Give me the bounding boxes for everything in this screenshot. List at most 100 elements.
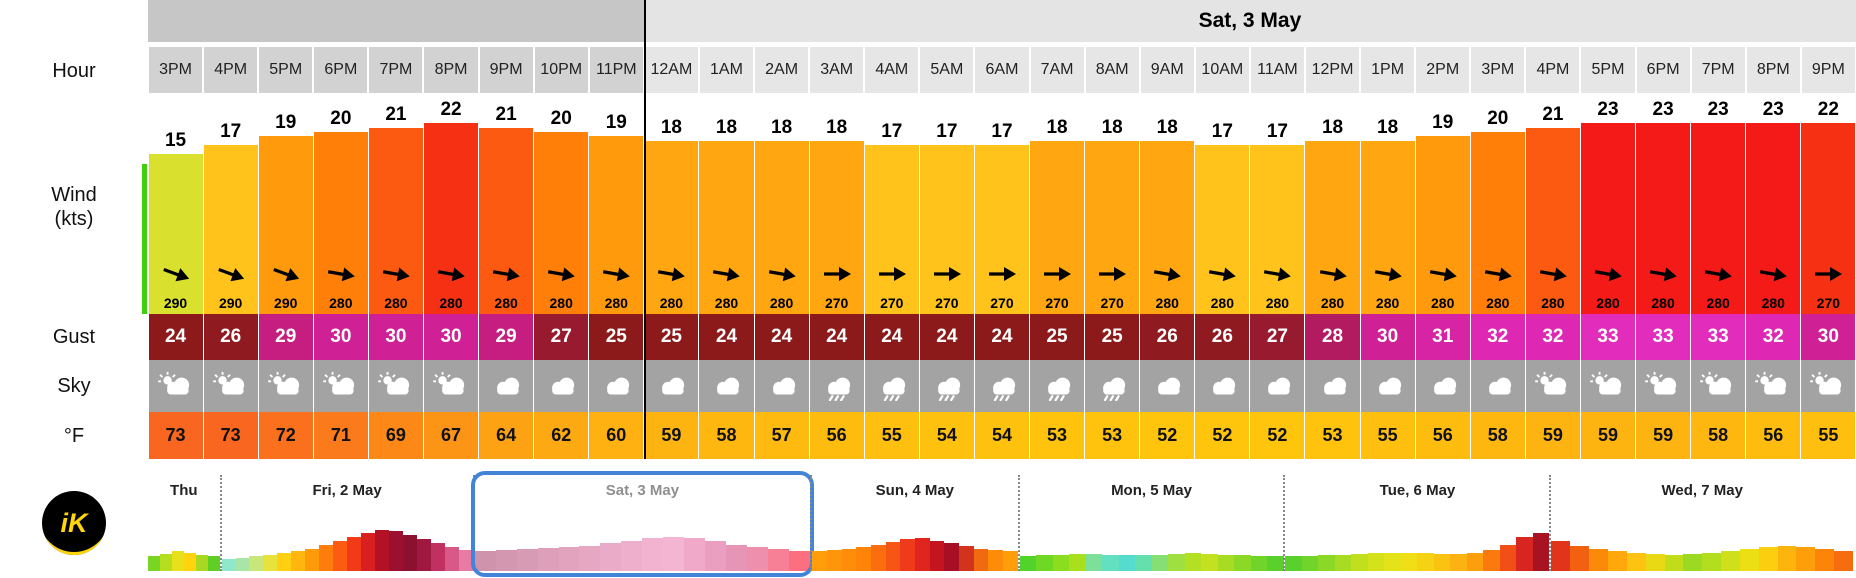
wind-direction-arrow bbox=[1703, 265, 1733, 283]
mini-chart-bar bbox=[914, 538, 930, 571]
mini-chart-bar bbox=[319, 544, 334, 571]
mini-chart-bar bbox=[1069, 553, 1086, 571]
wind-direction-value: 280 bbox=[329, 295, 353, 311]
wind-direction-arrow bbox=[1152, 265, 1182, 283]
mini-chart-bar bbox=[1758, 547, 1778, 571]
mini-chart-bar bbox=[621, 540, 643, 571]
wind-direction-arrow bbox=[601, 265, 631, 283]
wind-direction-value: 280 bbox=[1761, 295, 1785, 311]
day-segment-sun[interactable]: Sun, 4 May bbox=[810, 475, 1018, 571]
wind-direction-value: 280 bbox=[384, 295, 408, 311]
mini-chart-bar bbox=[171, 551, 184, 571]
day-segment-sat[interactable]: Sat, 3 May bbox=[470, 471, 815, 577]
mini-chart-bar bbox=[474, 551, 496, 571]
temperature-cell: 73 bbox=[203, 412, 258, 459]
hour-cell: 3PM bbox=[149, 47, 203, 93]
wind-bar: 280 bbox=[1140, 141, 1195, 314]
cloudy-sky-icon bbox=[589, 360, 644, 412]
gust-cell: 32 bbox=[1746, 314, 1801, 360]
rain-sky-icon bbox=[919, 360, 974, 412]
ikitesurf-logo[interactable]: iK bbox=[42, 491, 106, 555]
gust-cell: 26 bbox=[1195, 314, 1250, 360]
mini-chart-bar bbox=[726, 544, 748, 571]
wind-direction-arrow bbox=[1042, 265, 1072, 283]
wind-bar: 280 bbox=[479, 128, 534, 314]
day-segment-mon[interactable]: Mon, 5 May bbox=[1017, 475, 1284, 571]
wind-column: 18 280 bbox=[699, 99, 754, 314]
temperature-cell: 56 bbox=[1746, 412, 1801, 459]
mini-chart-bar bbox=[159, 553, 172, 571]
wind-column: 18 280 bbox=[1140, 99, 1195, 314]
wind-direction-value: 280 bbox=[604, 295, 628, 311]
hour-cell: 10AM bbox=[1195, 47, 1249, 93]
hour-cell: 8PM bbox=[424, 47, 478, 93]
temperature-cell: 73 bbox=[148, 412, 203, 459]
wind-direction-arrow bbox=[1373, 265, 1403, 283]
temperature-cell: 58 bbox=[699, 412, 754, 459]
temperature-cell: 62 bbox=[534, 412, 589, 459]
wind-direction-value: 270 bbox=[1816, 295, 1841, 311]
mini-chart-bar bbox=[1002, 551, 1018, 571]
day-mini-chart bbox=[812, 505, 1018, 571]
temperature-cell: 55 bbox=[1801, 412, 1856, 459]
mini-chart-bar bbox=[600, 543, 622, 571]
mini-chart-bar bbox=[988, 549, 1003, 571]
wind-bar: 280 bbox=[1636, 123, 1691, 314]
mini-chart-bar bbox=[444, 547, 459, 571]
wind-column: 22 280 bbox=[423, 99, 479, 314]
wind-speed-value: 15 bbox=[164, 130, 187, 151]
day-segment-fri[interactable]: Fri, 2 May bbox=[219, 475, 473, 571]
wind-direction-value: 280 bbox=[1375, 295, 1400, 311]
temperature-cell: 58 bbox=[1691, 412, 1746, 459]
mini-chart-bar bbox=[207, 556, 220, 571]
mini-chart-bar bbox=[1250, 555, 1267, 571]
wind-column: 18 280 bbox=[1305, 99, 1360, 314]
wind-direction-arrow bbox=[1097, 265, 1127, 283]
wind-direction-value: 280 bbox=[714, 295, 739, 311]
mini-chart-bar bbox=[458, 549, 473, 571]
wind-direction-value: 280 bbox=[1320, 295, 1345, 311]
wind-speed-value: 18 bbox=[715, 117, 738, 138]
partly-sky-icon bbox=[148, 360, 203, 412]
wind-bar: 280 bbox=[589, 136, 644, 314]
gust-cell: 24 bbox=[864, 314, 919, 360]
hour-cell: 10PM bbox=[534, 47, 588, 93]
wind-direction-value: 290 bbox=[218, 295, 243, 311]
wind-direction-value: 270 bbox=[1100, 295, 1124, 311]
mini-chart-bar bbox=[1608, 551, 1627, 571]
hour-cell: 8PM bbox=[1746, 47, 1800, 93]
wind-speed-value: 18 bbox=[1377, 117, 1399, 138]
mini-chart-bar bbox=[870, 544, 886, 571]
mini-chart-bar bbox=[958, 545, 974, 571]
mini-chart-bar bbox=[1721, 551, 1740, 571]
temperature-row: °F 73 73 72 71 69 67 64 62 60 59 58 57 56 55 54 54 53 53 5… bbox=[0, 412, 1856, 459]
gust-cell: 33 bbox=[1636, 314, 1691, 360]
wind-direction-value: 280 bbox=[439, 295, 463, 311]
mini-chart-bar bbox=[1433, 553, 1451, 571]
mini-chart-bar bbox=[495, 549, 517, 571]
wind-column: 18 280 bbox=[644, 99, 699, 314]
rain-sky-icon bbox=[864, 360, 919, 412]
wind-column: 18 270 bbox=[1085, 99, 1140, 314]
wind-direction-value: 280 bbox=[1706, 295, 1730, 311]
day-segment-thu[interactable]: Thu bbox=[148, 475, 220, 571]
rain-sky-icon bbox=[1030, 360, 1085, 412]
wind-bar: 280 bbox=[313, 132, 368, 314]
mini-chart-bar bbox=[1450, 553, 1467, 571]
cloudy-sky-icon bbox=[644, 360, 699, 412]
day-header-current-block: Sat, 3 May bbox=[643, 0, 1856, 42]
wind-column: 17 290 bbox=[203, 99, 258, 314]
day-segment-tue[interactable]: Tue, 6 May bbox=[1283, 475, 1550, 571]
gust-cell: 25 bbox=[589, 314, 644, 360]
forecast-table: Sat, 3 May Hour 3PM 4PM 5PM 6PM 7PM 8PM 9PM 10P… bbox=[0, 0, 1856, 459]
mini-chart-bar bbox=[333, 540, 348, 571]
hour-row-label: Hour bbox=[52, 59, 96, 82]
wind-direction-arrow bbox=[161, 265, 191, 283]
day-segment-wed[interactable]: Wed, 7 May bbox=[1549, 475, 1853, 571]
wind-speed-value: 22 bbox=[1817, 99, 1839, 120]
partly-sky-icon bbox=[1746, 360, 1801, 412]
mini-chart-bar bbox=[1702, 552, 1722, 571]
wind-speed-value: 19 bbox=[605, 112, 627, 133]
wind-bar: 280 bbox=[1746, 123, 1801, 314]
